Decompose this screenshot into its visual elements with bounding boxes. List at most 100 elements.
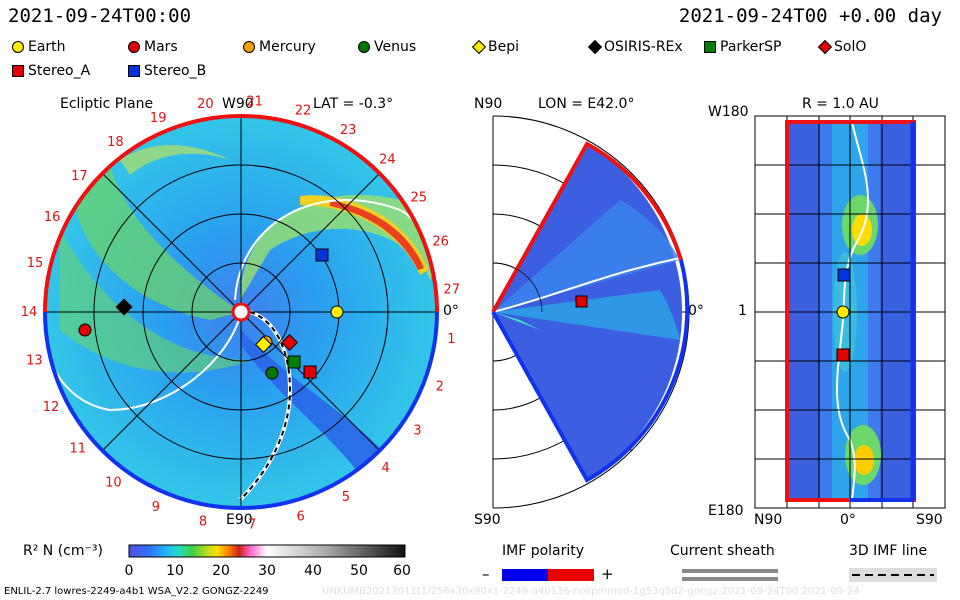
ecliptic-bottom-label: E90 xyxy=(226,512,253,528)
carrington-label: 23 xyxy=(340,123,357,138)
carrington-label: 15 xyxy=(27,256,44,271)
legend-venus: Venus xyxy=(358,39,416,55)
colorbar-tick-60: 60 xyxy=(393,563,411,579)
ecliptic-polarity-negative xyxy=(43,311,439,510)
colorbar-tick-50: 50 xyxy=(350,563,368,579)
sheath-title: Current sheath xyxy=(670,543,775,559)
carrington-label: 1 xyxy=(447,332,455,347)
meridional-right-label: 0° xyxy=(688,303,704,319)
stereo-a-radial-marker xyxy=(836,348,850,362)
imf-title: IMF polarity xyxy=(502,543,585,559)
carrington-label: 11 xyxy=(70,441,87,456)
mercury-marker-icon xyxy=(243,41,255,53)
meridional-polarity-negative xyxy=(491,259,690,483)
ecliptic-title: Ecliptic Plane xyxy=(60,96,154,112)
carrington-label: 7 xyxy=(248,518,256,533)
legend-mars: Mars xyxy=(128,39,178,55)
carrington-label: 8 xyxy=(199,515,207,530)
colorbar-gradient xyxy=(128,544,406,558)
radial-x-label-n90: N90 xyxy=(754,512,783,528)
carrington-label: 5 xyxy=(342,490,350,505)
carrington-label: 18 xyxy=(107,135,124,150)
imf-plus: + xyxy=(601,565,614,583)
imf-negative-swatch xyxy=(502,569,548,581)
stereo-a-marker xyxy=(303,365,317,379)
imf3d-title: 3D IMF line xyxy=(849,543,928,559)
meridional-top-label: N90 xyxy=(474,96,503,112)
legend-osiris: OSIRIS-REx xyxy=(587,39,683,55)
carrington-label: 25 xyxy=(411,191,428,206)
radial-imf-line xyxy=(836,122,869,500)
earth-marker-icon xyxy=(12,41,24,53)
legend-stereo-b: Stereo_B xyxy=(128,63,206,79)
carrington-label: 27 xyxy=(443,283,460,298)
carrington-label: 9 xyxy=(152,500,160,515)
ecliptic-imf-line xyxy=(49,311,242,412)
carrington-label: 24 xyxy=(379,153,396,168)
meridional-polarity-positive xyxy=(491,141,683,313)
osiris-marker xyxy=(115,298,133,316)
carrington-label: 6 xyxy=(296,509,304,524)
stereo-a-meridional-marker xyxy=(575,295,588,308)
carrington-label: 10 xyxy=(105,475,122,490)
stereo-b-marker xyxy=(315,248,329,262)
carrington-label: 19 xyxy=(150,111,167,126)
sheath-line-2 xyxy=(682,577,778,581)
parker-marker-icon xyxy=(704,41,716,53)
colorbar-tick-30: 30 xyxy=(258,563,276,579)
ecliptic-dashed-line xyxy=(239,311,292,501)
meridional-bottom-label: S90 xyxy=(474,512,501,528)
radial-title: R = 1.0 AU xyxy=(802,96,879,112)
legend-earth: Earth xyxy=(12,39,66,55)
radial-bottom-left: E180 xyxy=(708,503,744,519)
carrington-label: 20 xyxy=(197,97,214,112)
radial-grid xyxy=(754,115,946,509)
radial-x-label-0: 0° xyxy=(840,512,856,528)
sheath-line-1 xyxy=(682,569,778,573)
date-right: 2021-09-24T00 +0.00 day xyxy=(678,5,942,27)
carrington-label: 13 xyxy=(26,354,43,369)
carrington-label: 14 xyxy=(21,305,38,320)
stereo-b-radial-marker xyxy=(837,268,851,282)
meridional-panel xyxy=(491,115,690,509)
venus-marker-icon xyxy=(358,41,370,53)
ecliptic-markers xyxy=(78,248,344,380)
colorbar-label: R² N (cm⁻³) xyxy=(23,543,103,559)
legend-mercury: Mercury xyxy=(243,39,316,55)
colorbar-tick-20: 20 xyxy=(212,563,230,579)
earth-marker xyxy=(330,305,344,319)
parker-marker xyxy=(287,355,301,369)
legend-stereo-a: Stereo_A xyxy=(12,63,90,79)
ecliptic-right-label: 0° xyxy=(443,303,459,319)
mars-marker xyxy=(78,323,92,337)
meridional-lon: LON = E42.0° xyxy=(538,96,635,112)
ecliptic-top-label: W90 xyxy=(222,96,254,112)
colorbar-tick-0: 0 xyxy=(124,563,134,579)
radial-top-left: W180 xyxy=(708,104,749,120)
meridional-imf-line xyxy=(492,257,681,313)
ecliptic-lat: LAT = -0.3° xyxy=(313,96,394,112)
carrington-label: 4 xyxy=(381,461,389,476)
solo-marker xyxy=(281,334,298,351)
legend-bepi: Bepi xyxy=(471,39,519,55)
carrington-label: 26 xyxy=(432,235,449,250)
carrington-label: 3 xyxy=(413,424,421,439)
colorbar-tick-10: 10 xyxy=(166,563,184,579)
carrington-label: 12 xyxy=(43,400,60,415)
carrington-label: 2 xyxy=(436,380,444,395)
date-left: 2021-09-24T00:00 xyxy=(8,5,192,27)
radial-panel xyxy=(754,115,946,509)
legend-parker: ParkerSP xyxy=(704,39,781,55)
stereo-b-marker-icon xyxy=(128,65,140,77)
carrington-label: 22 xyxy=(295,103,312,118)
footer-right: UNKUMB20213011t1/256x30x90x1-2249-a4b136… xyxy=(322,586,860,597)
colorbar xyxy=(128,544,406,558)
footer-left: ENLIL-2.7 lowres-2249-a4b1 WSA_V2.2 GONG… xyxy=(4,586,269,597)
radial-x-label-s90: S90 xyxy=(916,512,943,528)
earth-radial-marker xyxy=(836,305,850,319)
carrington-label: 17 xyxy=(71,169,88,184)
carrington-label: 21 xyxy=(246,94,263,109)
